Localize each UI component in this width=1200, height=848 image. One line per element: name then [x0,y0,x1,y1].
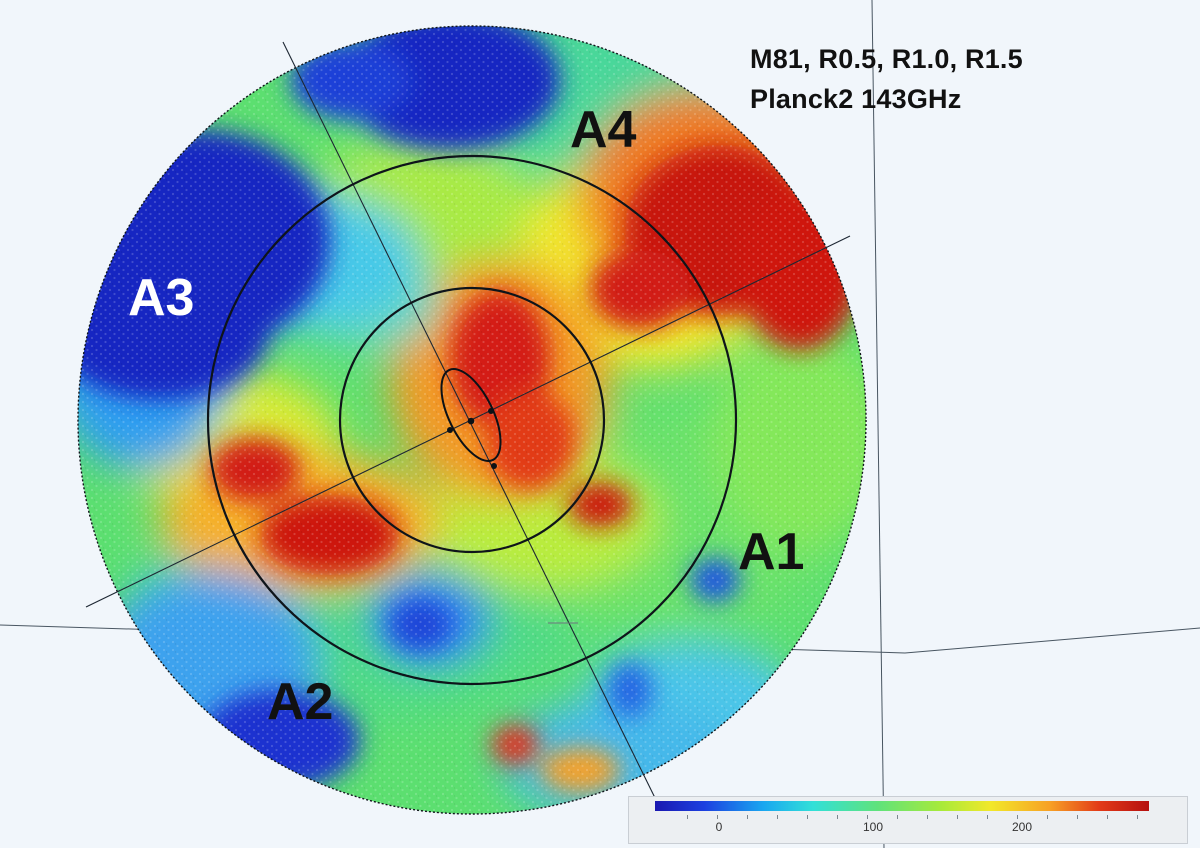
outer-boundary [77,25,867,815]
colorbar-label-100: 100 [862,820,884,834]
colorbar-label-0: 0 [715,820,723,834]
colorbar-tick [1137,815,1138,819]
region-label-a2: A2 [267,673,334,731]
colorbar-tick [1017,815,1018,819]
colorbar-label-200: 200 [1011,820,1033,834]
colorbar-tick [927,815,928,819]
colorbar-tick [687,815,688,819]
colorbar-tick [717,815,718,819]
colorbar-tick [987,815,988,819]
colorbar-tick [1107,815,1108,819]
map-title: M81, R0.5, R1.0, R1.5 [750,44,1023,74]
region-label-a1: A1 [738,523,805,581]
colorbar-tick [1077,815,1078,819]
sky-disk [78,26,866,814]
colorbar-tick [1047,815,1048,819]
radius-rings [206,154,738,686]
region-label-a4: A4 [570,101,637,159]
colorbar-tick [747,815,748,819]
colorbar-legend: 0 100 200 [628,796,1188,844]
colorbar-tick [867,815,868,819]
colorbar-tick [957,815,958,819]
colorbar-gradient [655,801,1149,811]
colorbar-tick [837,815,838,819]
map-subtitle: Planck2 143GHz [750,84,962,114]
colorbar-tick [777,815,778,819]
galaxy-marker [440,368,502,469]
ring-r2 [206,154,738,686]
colorbar-tick [807,815,808,819]
region-label-a3: A3 [128,269,195,327]
colorbar-tick [897,815,898,819]
ring-r1 [338,286,606,554]
